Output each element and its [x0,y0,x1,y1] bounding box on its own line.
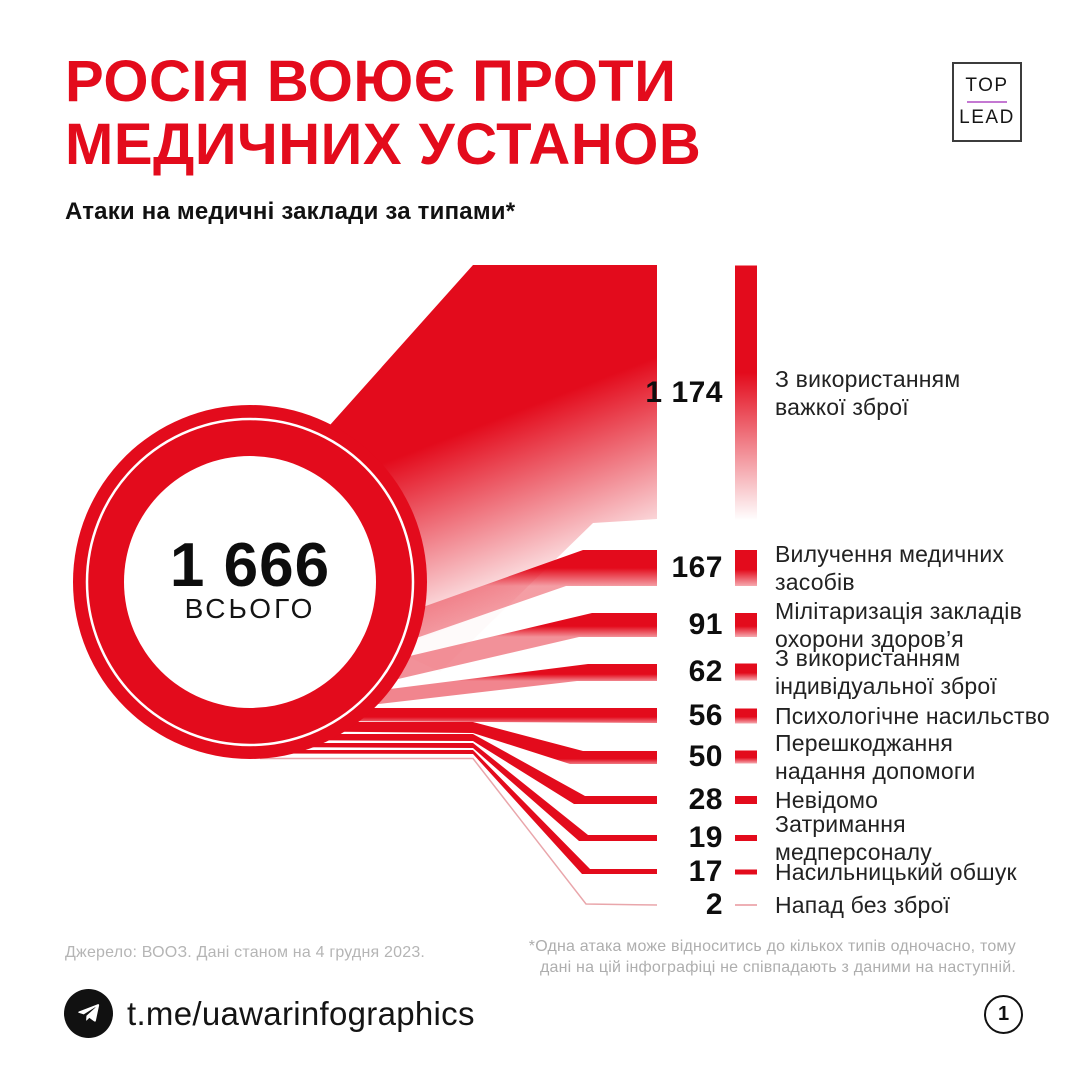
category-value: 50 [688,740,723,773]
category-value: 167 [671,551,723,584]
category-label: Насильницький обшук [775,859,1017,885]
category-label: Невідомо [775,787,879,813]
category-value: 28 [688,783,723,816]
flow-band-17 [260,750,657,874]
page-number-badge: 1 [984,995,1023,1034]
category-value: 1 174 [645,376,723,409]
category-bar [735,904,757,906]
page-title-line1: РОСІЯ ВОЮЄ ПРОТИ [65,49,677,114]
category-bar [735,550,757,586]
category-value: 91 [688,608,723,641]
telegram-handle-link[interactable]: t.me/uawarinfographics [127,995,475,1032]
category-bar [735,708,757,724]
category-value: 56 [688,699,723,732]
chart-subtitle: Атаки на медичні заклади за типами* [65,198,516,225]
total-circle-ring [85,417,415,747]
category-bar [735,265,757,521]
toplead-logo-bottom: LEAD [959,107,1015,128]
category-value: 17 [688,855,723,888]
toplead-logo: TOP LEAD [952,62,1022,142]
category-label: З використанням індивідуальної зброї [775,645,997,699]
category-bar [735,835,757,841]
category-label: Вилучення медичних засобів [775,541,1005,595]
category-value: 2 [705,888,723,921]
category-value: 62 [688,655,723,688]
page-title: РОСІЯ ВОЮЄ ПРОТИ МЕДИЧНИХ УСТАНОВ [65,50,701,176]
category-label: Затримання медперсоналу [775,811,932,865]
flow-band-91 [325,613,657,696]
category-bar [735,663,757,681]
toplead-logo-divider [967,101,1007,103]
asterisk-note: *Одна атака може відноситись до кількох … [529,936,1016,978]
asterisk-note-line1: *Одна атака може відноситись до кількох … [528,938,1016,955]
source-note: Джерело: ВООЗ. Дані станом на 4 грудня 2… [65,944,426,961]
category-bar [735,796,757,804]
flow-band-50 [260,722,657,764]
category-bar [735,869,757,875]
category-label: Мілітаризація закладів охорони здоров’я [775,598,1022,652]
flow-band-62 [318,664,657,711]
category-label: Психологічне насильство [775,703,1050,729]
total-value: 1 666 [169,531,331,600]
toplead-logo-top: TOP [965,75,1009,96]
flow-band-2 [260,757,658,906]
flow-band-28 [260,734,657,804]
category-label: Перешкоджання надання допомоги [775,730,976,784]
asterisk-note-line2: дані на цій інфографіці не співпадають з… [539,959,1016,976]
category-bar [735,613,757,637]
category-label: З використанням важкої зброї [775,366,961,420]
category-value: 19 [688,821,723,854]
flow-band-19 [260,743,657,841]
flow-band-56 [310,708,657,723]
category-bar [735,750,757,764]
page-title-line2: МЕДИЧНИХ УСТАНОВ [65,112,702,177]
total-label: ВСЬОГО [184,593,316,624]
telegram-icon[interactable] [64,989,113,1038]
category-label: Напад без зброї [775,892,951,918]
total-circle-inner [124,456,376,708]
